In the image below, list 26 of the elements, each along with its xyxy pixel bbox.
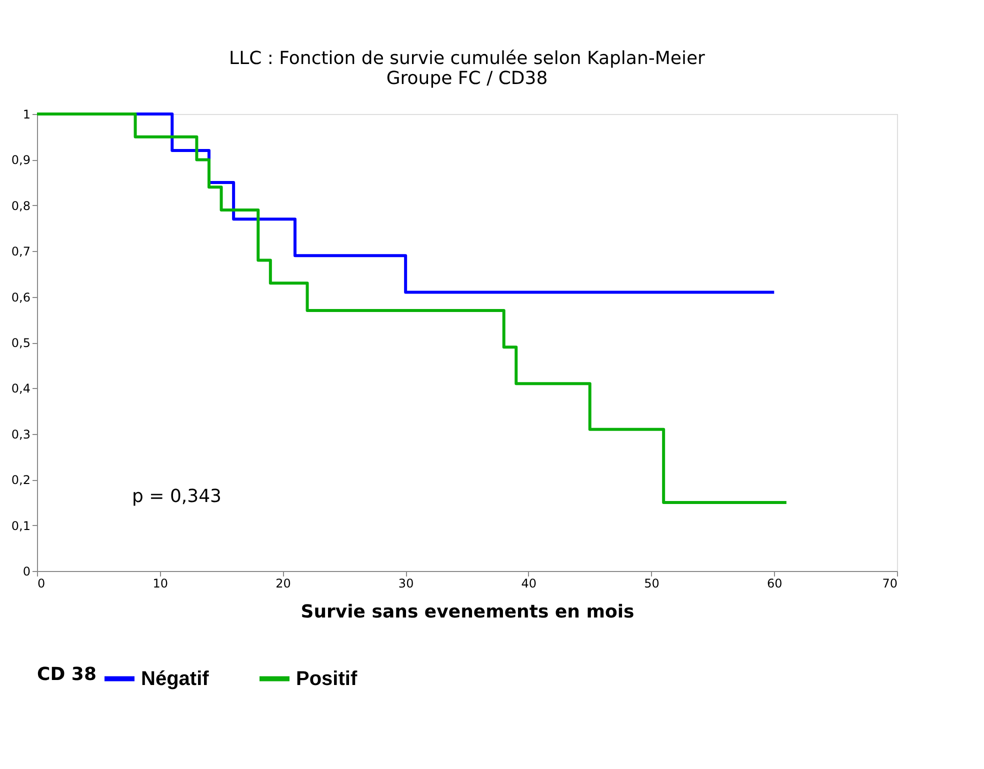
text: Groupe FC / CD38 — [386, 68, 548, 89]
y-tick-label: 0,2 — [11, 473, 30, 488]
y-tick-label: 0,5 — [11, 336, 30, 350]
y-tick-label: 0,4 — [11, 382, 30, 396]
x-tick-label: 70 — [882, 576, 898, 590]
legend-label: Négatif — [141, 668, 210, 690]
y-tick-label: 0,9 — [11, 153, 30, 168]
x-tick-label: 10 — [152, 576, 168, 590]
y-tick-label: 0,1 — [11, 518, 30, 533]
legend-label: Positif — [296, 668, 358, 690]
x-tick-label: 40 — [521, 576, 537, 590]
y-tick-label: 0,7 — [11, 244, 30, 259]
text: LLC : Fonction de survie cumulée selon Kaplan-Meier — [229, 48, 705, 69]
y-tick-label: 0,3 — [11, 427, 30, 442]
y-tick-label: 0 — [22, 564, 30, 578]
x-tick-label: 30 — [398, 576, 414, 590]
x-axis-title: Survie sans evenements en mois — [300, 602, 634, 622]
x-tick-label: 20 — [276, 576, 291, 590]
y-tick-label: 0,6 — [11, 290, 30, 304]
x-tick-label: 60 — [767, 576, 782, 590]
legend-title: CD 38 — [37, 664, 96, 685]
y-tick-label: 1 — [22, 108, 30, 122]
x-tick-label: 0 — [38, 576, 46, 590]
y-tick-label: 0,8 — [11, 198, 30, 213]
x-tick-label: 50 — [644, 576, 660, 590]
annotation: p = 0,343 — [132, 486, 222, 507]
